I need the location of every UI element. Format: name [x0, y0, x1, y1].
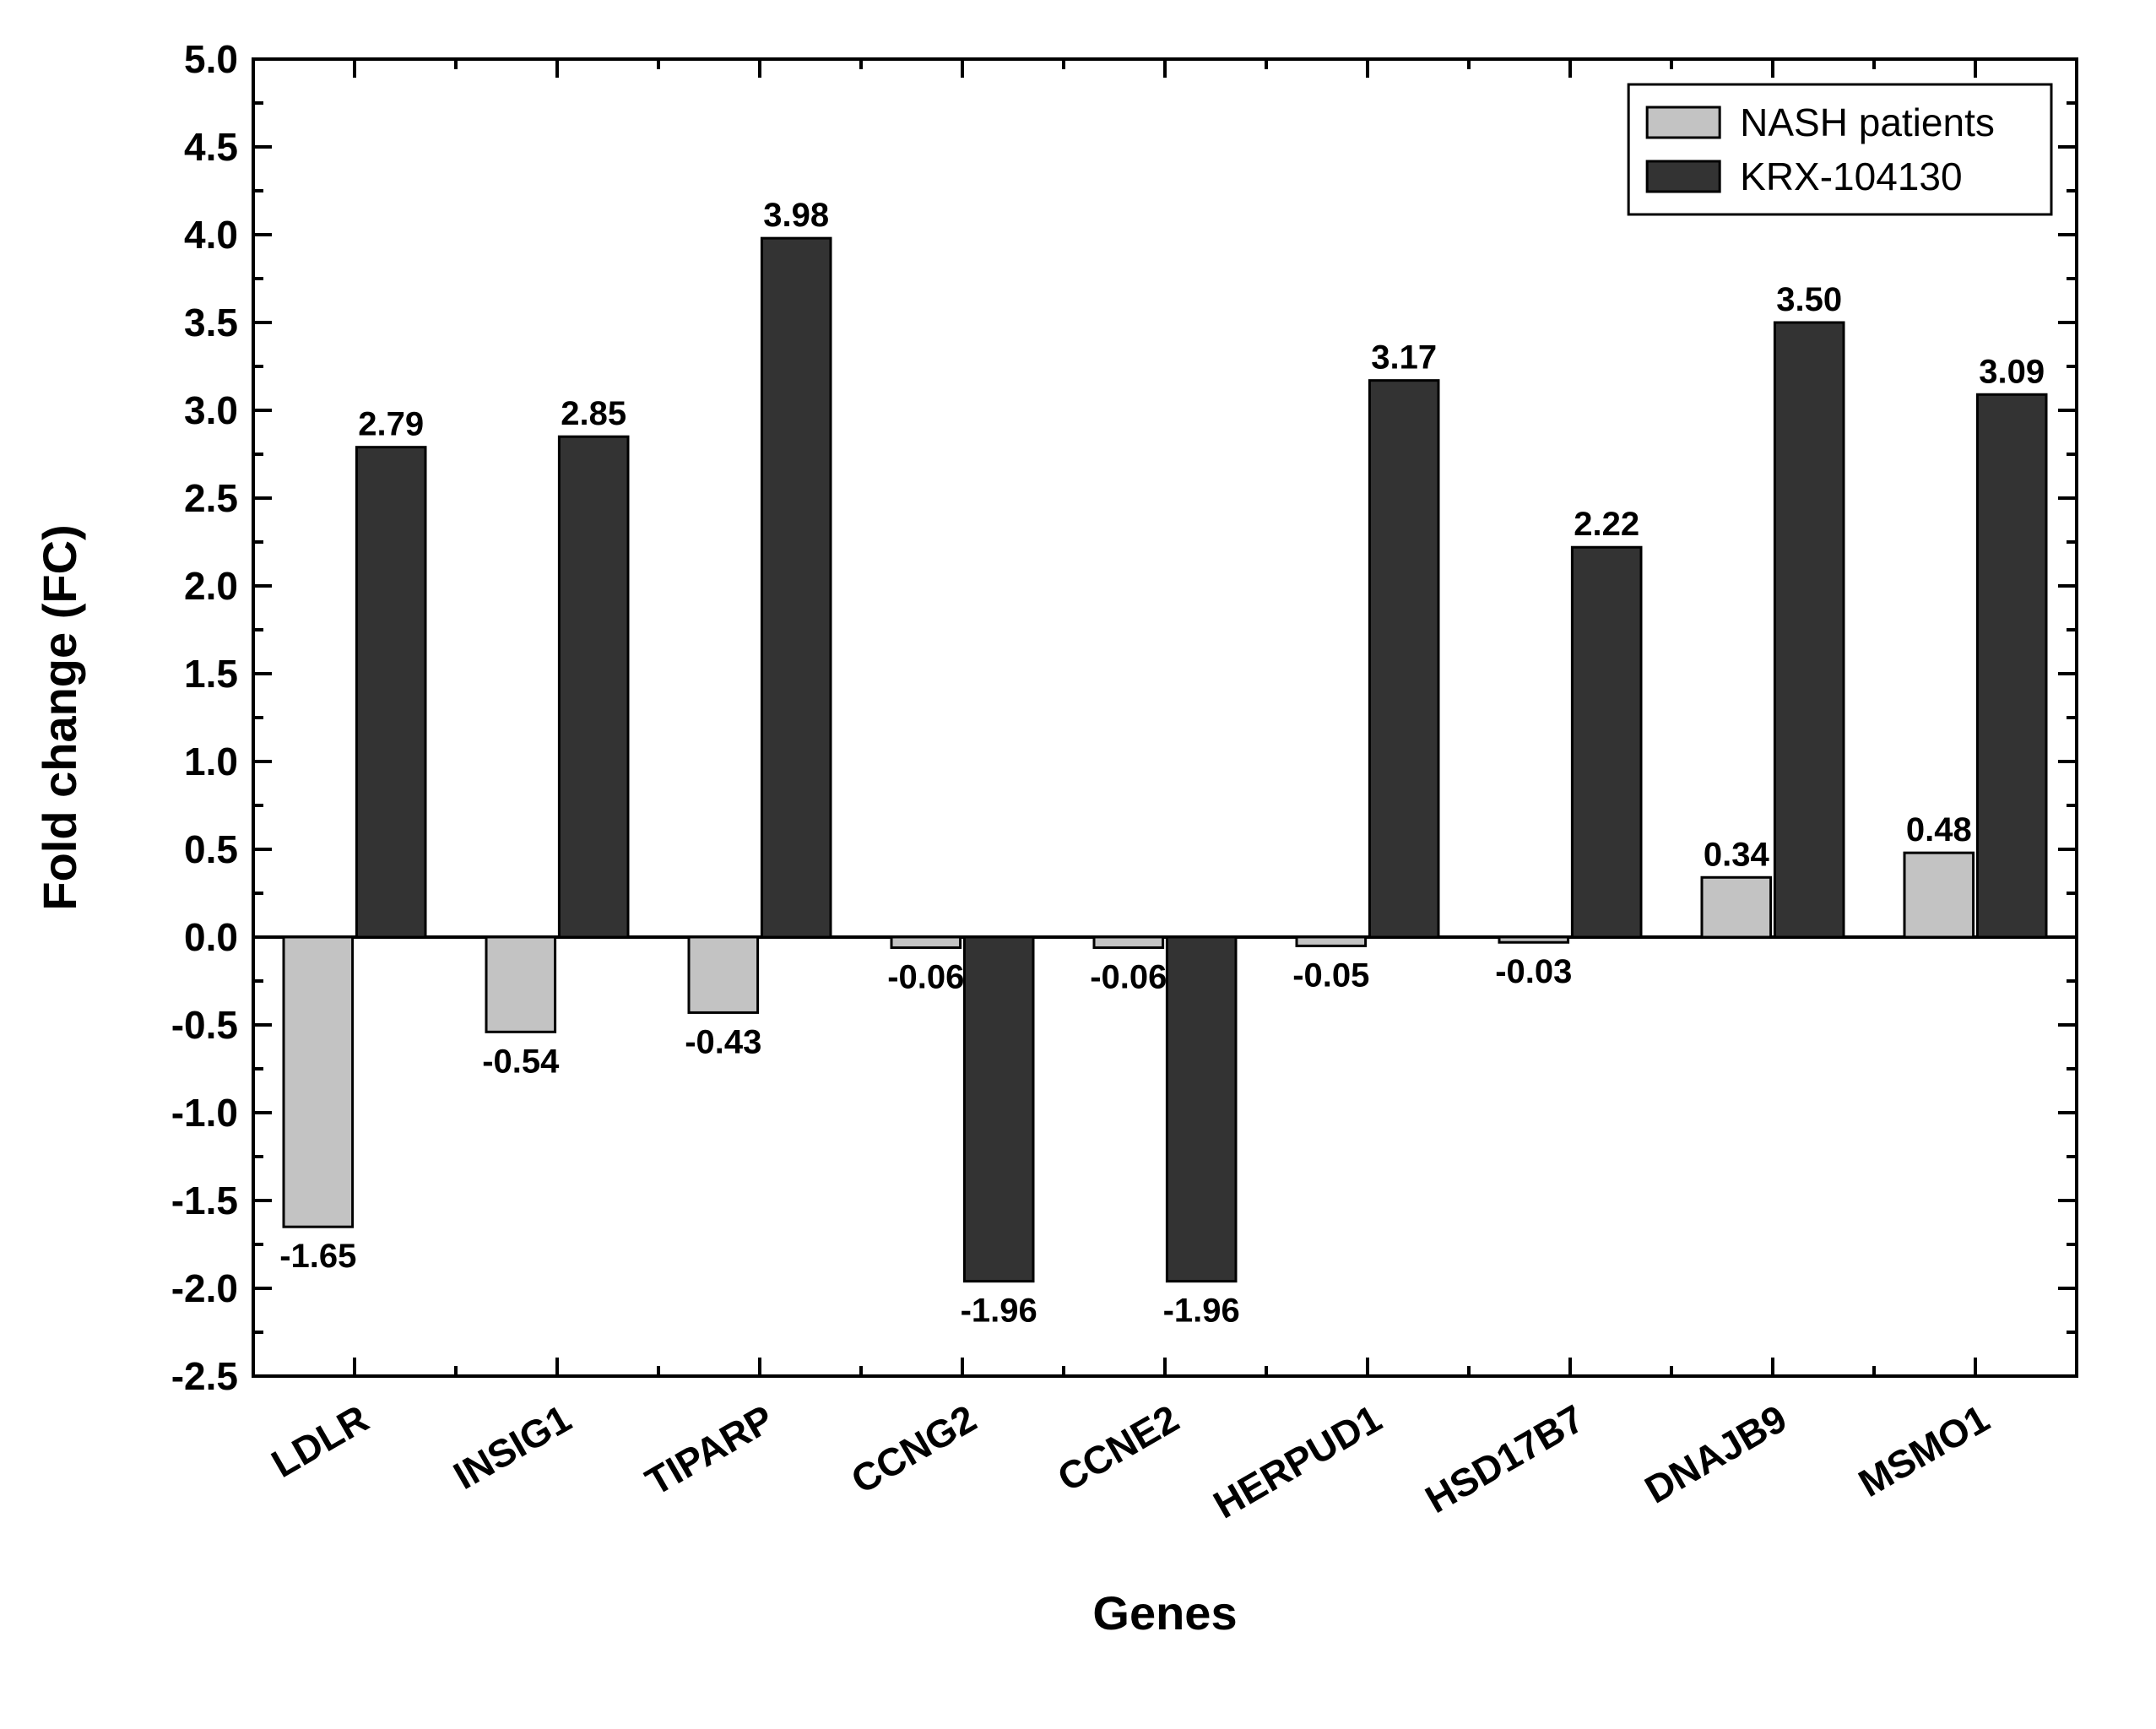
bar-value-label: -0.05 — [1292, 957, 1369, 994]
y-tick-label: 5.0 — [184, 37, 238, 81]
bar-value-label: -1.96 — [961, 1293, 1037, 1330]
bar-value-label: -0.03 — [1495, 953, 1572, 990]
bar-value-label: 0.48 — [1906, 811, 1972, 848]
bar-value-label: 3.98 — [763, 197, 829, 234]
bar-value-label: 2.22 — [1574, 506, 1639, 543]
y-tick-label: -2.5 — [171, 1354, 238, 1398]
bar — [1904, 853, 1974, 937]
bar-value-label: 3.17 — [1371, 339, 1437, 377]
bar — [964, 937, 1033, 1282]
bar-value-label: 2.85 — [561, 395, 626, 432]
bar — [1702, 877, 1771, 937]
y-tick-label: 3.0 — [184, 388, 238, 432]
y-tick-label: 0.0 — [184, 915, 238, 959]
bar — [559, 436, 628, 937]
bar-value-label: 3.50 — [1776, 281, 1842, 318]
y-tick-label: 1.5 — [184, 652, 238, 696]
y-tick-label: -0.5 — [171, 1003, 238, 1047]
y-tick-label: 0.5 — [184, 827, 238, 871]
bar — [1369, 381, 1438, 937]
y-tick-label: -2.0 — [171, 1266, 238, 1310]
bar — [1499, 937, 1568, 942]
bar-value-label: -1.65 — [279, 1238, 356, 1275]
bar-value-label: 0.34 — [1704, 836, 1770, 873]
bar-value-label: -1.96 — [1163, 1293, 1240, 1330]
bar — [284, 937, 353, 1227]
y-tick-label: 2.0 — [184, 564, 238, 608]
y-tick-label: 2.5 — [184, 476, 238, 520]
y-tick-label: 3.5 — [184, 301, 238, 344]
y-tick-label: 1.0 — [184, 740, 238, 783]
legend-swatch — [1647, 161, 1720, 192]
bar — [1167, 937, 1236, 1282]
y-tick-label: -1.5 — [171, 1179, 238, 1222]
legend-swatch — [1647, 107, 1720, 138]
bar — [761, 238, 831, 937]
bar — [891, 937, 961, 947]
bar — [356, 447, 425, 937]
legend-label: KRX-104130 — [1740, 154, 1962, 198]
bar — [689, 937, 758, 1012]
bar — [1297, 937, 1366, 946]
bar — [1094, 937, 1163, 947]
y-axis-title: Fold change (FC) — [33, 524, 86, 910]
legend-label: NASH patients — [1740, 100, 1995, 144]
bar-value-label: -0.06 — [1090, 958, 1167, 995]
bar-value-label: 3.09 — [1979, 353, 2045, 390]
bar-value-label: -0.06 — [887, 958, 964, 995]
y-tick-label: 4.0 — [184, 213, 238, 257]
bar — [1977, 394, 2046, 937]
bar — [1572, 547, 1641, 937]
y-tick-label: 4.5 — [184, 125, 238, 169]
legend: NASH patients KRX-104130 — [1628, 84, 2051, 214]
bar — [486, 937, 555, 1032]
bar-value-label: 2.79 — [358, 406, 424, 443]
y-tick-label: -1.0 — [171, 1091, 238, 1135]
bar-value-label: -0.43 — [685, 1023, 761, 1060]
bar — [1774, 322, 1844, 937]
bar-value-label: -0.54 — [482, 1043, 560, 1080]
x-axis-title: Genes — [1092, 1586, 1237, 1640]
